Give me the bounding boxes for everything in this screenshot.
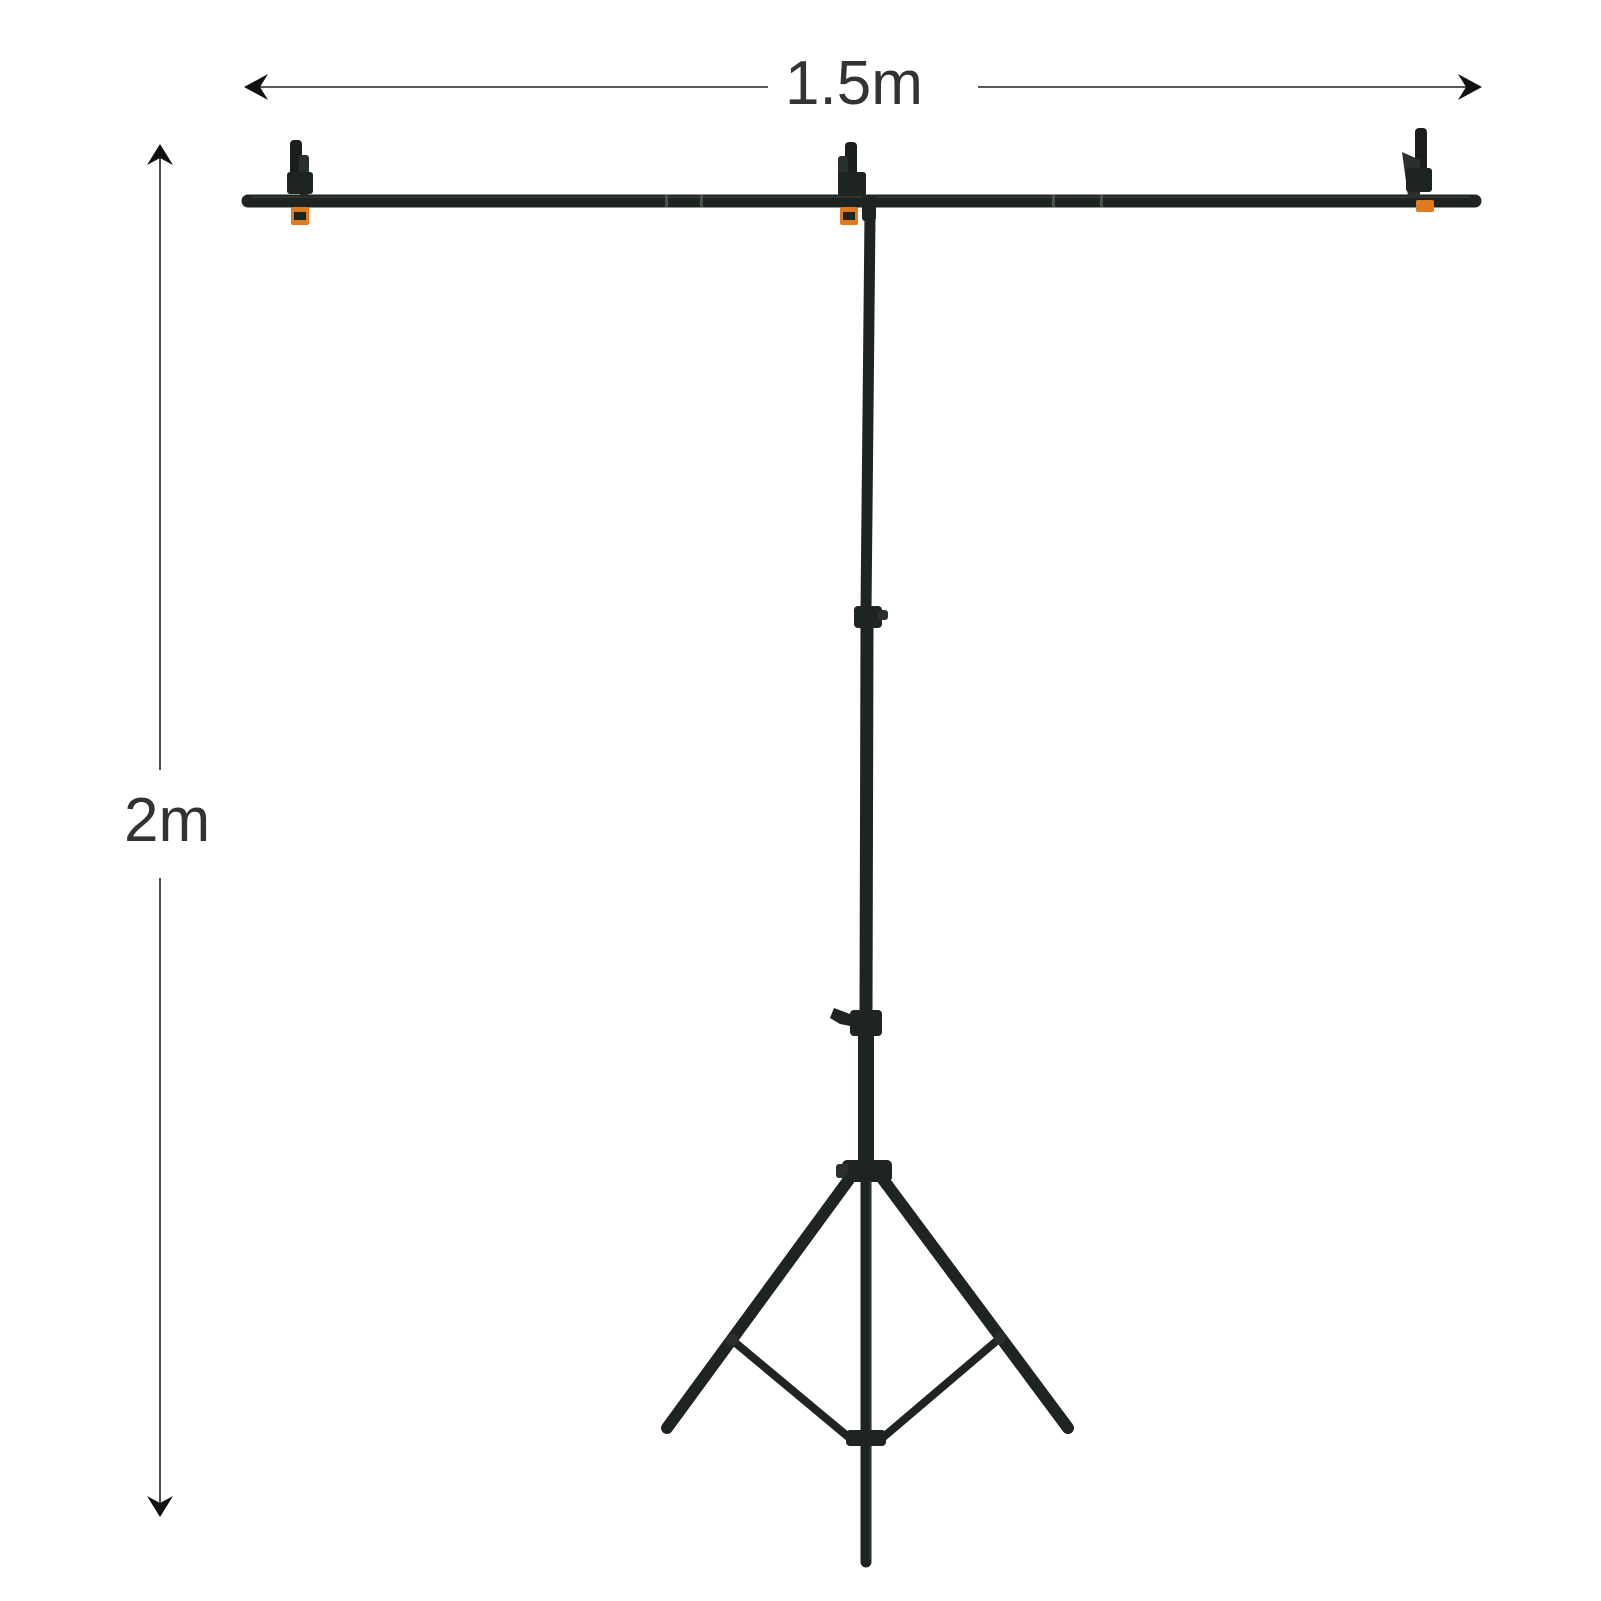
arrow-up-icon <box>147 144 173 165</box>
width-dimension-line <box>244 74 1482 100</box>
height-dimension-label: 2m <box>124 786 211 855</box>
arrow-left-icon <box>244 74 268 100</box>
spring-clamp-center <box>838 142 866 225</box>
brace-joints <box>726 1332 1006 1446</box>
arrow-right-icon <box>1458 74 1482 100</box>
section-lock-lower <box>830 1008 882 1036</box>
middle-mast <box>859 625 874 1016</box>
height-dimension-line <box>147 144 173 1517</box>
section-lock-upper <box>854 606 888 628</box>
tripod-legs <box>661 1172 1074 1444</box>
width-dimension-label: 1.5m <box>785 49 923 118</box>
center-column <box>860 1174 872 1568</box>
brace-left <box>728 1336 856 1444</box>
spring-clamp-left <box>287 140 313 225</box>
crossbar <box>241 194 1482 208</box>
leg-left <box>661 1172 856 1434</box>
leg-right <box>876 1172 1074 1434</box>
brace-right <box>876 1334 1004 1444</box>
upper-mast <box>860 195 876 611</box>
spring-clamp-right <box>1402 128 1434 212</box>
arrow-down-icon <box>147 1496 173 1517</box>
